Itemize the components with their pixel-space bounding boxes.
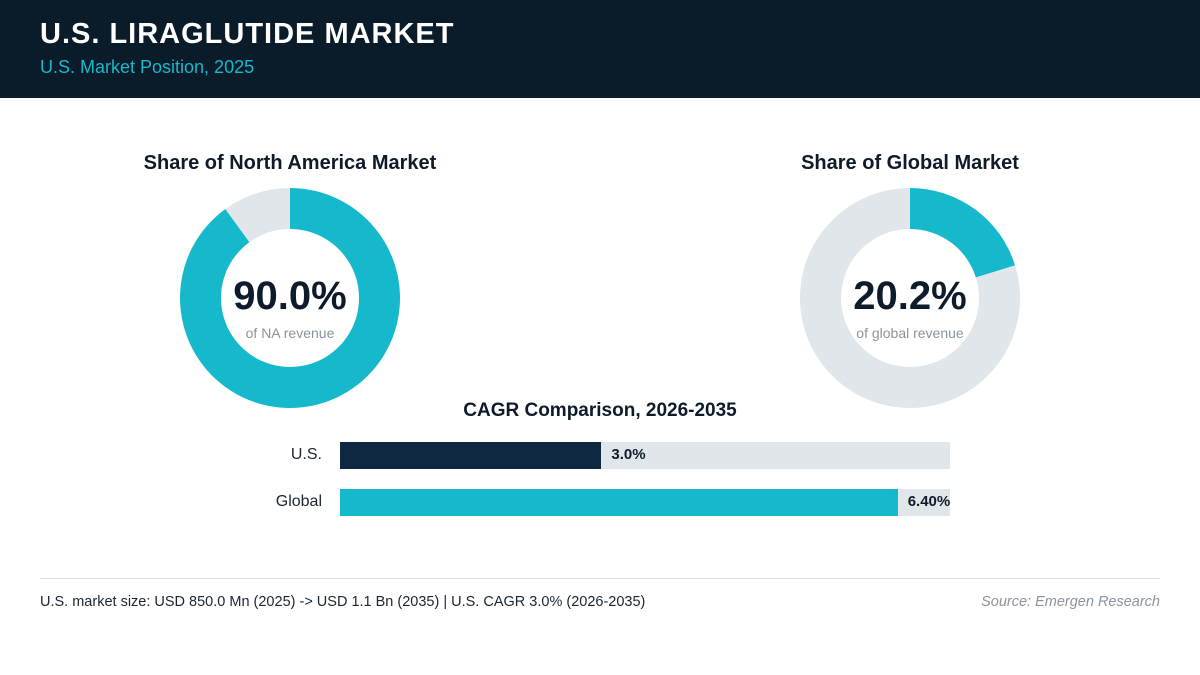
donut-slice-share bbox=[180, 188, 400, 408]
na-share-donut: 90.0% of NA revenue bbox=[180, 188, 400, 408]
donut-slice-share bbox=[910, 188, 1016, 278]
global-donut-svg bbox=[800, 188, 1020, 408]
global-share-value: 20.2% bbox=[853, 274, 967, 318]
global-donut-title: Share of Global Market bbox=[801, 152, 1019, 174]
na-share-caption: of NA revenue bbox=[245, 325, 335, 341]
bar-label-global: Global bbox=[275, 493, 322, 510]
na-share-value: 90.0% bbox=[233, 274, 347, 318]
bar-global bbox=[340, 489, 898, 516]
bar-value-global: 6.40% bbox=[907, 493, 951, 510]
header-banner: U.S. LIRAGLUTIDE MARKET U.S. Market Posi… bbox=[0, 0, 1200, 98]
bar-track-global: 6.40% bbox=[340, 489, 950, 516]
global-share-donut: 20.2% of global revenue bbox=[800, 188, 1020, 408]
page-title: U.S. LIRAGLUTIDE MARKET bbox=[40, 18, 455, 50]
page-subtitle: U.S. Market Position, 2025 bbox=[40, 57, 255, 77]
bar-value-us: 3.0% bbox=[611, 446, 646, 463]
na-donut-svg bbox=[180, 188, 400, 408]
source-credit: Source: Emergen Research bbox=[981, 594, 1160, 610]
donut-slice-remainder bbox=[225, 188, 290, 243]
bar-us bbox=[340, 442, 602, 469]
donut-slice-remainder bbox=[800, 188, 1020, 408]
bar-label-us: U.S. bbox=[290, 446, 322, 463]
market-size-note: U.S. market size: USD 850.0 Mn (2025) ->… bbox=[40, 594, 646, 610]
cagr-chart-title: CAGR Comparison, 2026-2035 bbox=[463, 400, 737, 421]
na-donut-title: Share of North America Market bbox=[143, 152, 437, 174]
footer-divider bbox=[40, 578, 1160, 579]
bar-track-us: 3.0% bbox=[340, 442, 950, 469]
global-share-caption: of global revenue bbox=[856, 325, 964, 341]
